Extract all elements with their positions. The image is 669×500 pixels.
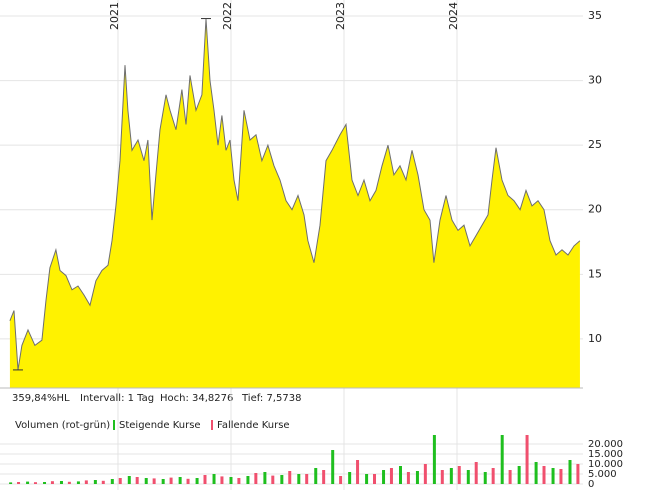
y-tick-label: 15.000 [588,449,623,460]
y-tick-label: 30 [588,74,602,87]
volume-bar [263,472,267,484]
volume-bar [423,464,427,484]
volume-bar [559,469,563,484]
x-tick-label: 2021 [108,2,121,30]
volume-bar [186,478,190,484]
volume-bar [406,472,410,484]
volume-bar [474,462,478,484]
volume-bar [280,475,284,484]
x-tick-label: 2024 [447,2,460,30]
volume-bar [118,478,122,484]
legend-label: Steigende Kurse [119,420,201,431]
volume-bar [93,480,97,484]
volume-bar [432,435,436,484]
volume-bar [483,472,487,484]
volume-bar [195,478,199,484]
volume-bar [229,477,233,484]
y-tick-label: 0 [588,479,594,490]
y-tick-label: 20.000 [588,439,623,450]
volume-bar [297,474,301,484]
volume-bar [331,450,335,484]
volume-bar [127,476,131,484]
volume-bar [26,481,30,484]
volume-bar [322,470,326,484]
volume-bar [449,468,453,484]
volume-bar [508,470,512,484]
volume-bar [382,470,386,484]
info-low: Tief: 7,5738 [241,393,301,404]
volume-bar [365,474,369,484]
volume-bar [246,476,250,484]
volume-bar [551,468,555,484]
volume-bar [415,471,419,484]
volume-bar [212,474,216,484]
y-tick-label: 5.000 [588,469,617,480]
info-high: Hoch: 34,8276 [160,393,233,404]
volume-bar [271,475,275,484]
volume-bar [59,481,63,484]
volume-title: Volumen (rot-grün) [15,420,110,431]
volume-bar [33,482,37,484]
volume-bar [491,468,495,484]
volume-bar [110,479,114,484]
volume-bar [373,474,377,484]
volume-bar [440,470,444,484]
volume-bar [161,479,165,484]
volume-bar [288,471,292,484]
y-tick-label: 35 [588,9,602,22]
info-range: 359,84%HL [12,393,70,404]
price-line [9,18,581,370]
volume-bar [50,481,54,484]
volume-bar [305,474,309,484]
volume-bar [135,477,139,484]
volume-bar [101,480,105,484]
volume-bar [500,435,504,484]
volume-bar [348,472,352,484]
volume-bar [43,482,47,484]
volume-bar [398,466,402,484]
volume-bar [534,462,538,484]
volume-bar [568,460,572,484]
volume-bar [178,477,182,484]
legend-label: Fallende Kurse [217,420,290,431]
volume-bar [517,466,521,484]
volume-bar [17,482,21,484]
volume-bar [356,460,360,484]
volume-bar [237,478,241,484]
volume-bar [84,480,88,484]
volume-bar [314,468,318,484]
x-tick-label: 2022 [221,2,234,30]
legend-swatch [113,420,115,430]
legend-swatch [211,420,213,430]
y-tick-label: 15 [588,267,602,280]
info-interval: Intervall: 1 Tag [80,393,154,404]
volume-bar [254,473,258,484]
volume-bar [389,468,393,484]
volume-bar [220,476,224,484]
volume-bar [576,464,580,484]
y-tick-label: 20 [588,203,602,216]
volume-bar [203,475,207,484]
volume-bar [144,478,148,484]
y-tick-label: 10.000 [588,459,623,470]
volume-bar [9,482,13,484]
volume-bar [542,466,546,484]
volume-bar [67,481,71,484]
volume-bar [466,470,470,484]
volume-bar [339,476,343,484]
y-tick-label: 25 [588,138,602,151]
volume-bar [76,481,80,484]
volume-bar [169,477,173,484]
volume-bar [525,435,529,484]
volume-bar [152,478,156,484]
x-tick-label: 2023 [334,2,347,30]
y-tick-label: 10 [588,332,602,345]
volume-bar [457,466,461,484]
